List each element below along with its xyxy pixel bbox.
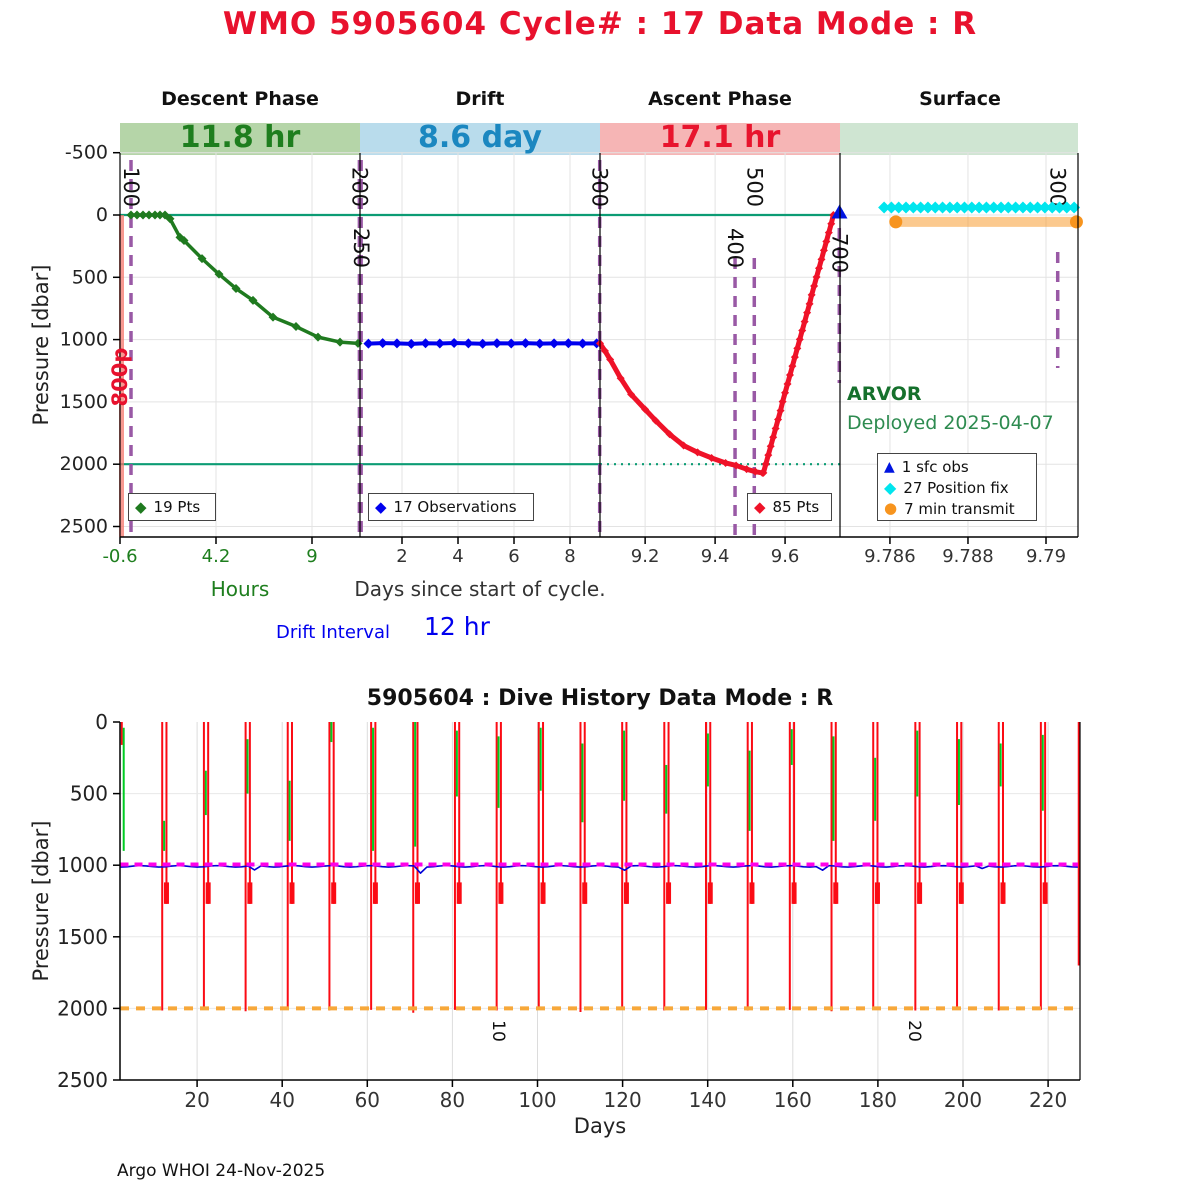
svg-text:500: 500 [742,167,766,207]
svg-text:4.2: 4.2 [202,546,231,567]
phase-title-ascent: Ascent Phase [648,88,792,110]
svg-text:300: 300 [1046,167,1070,207]
legend-position-fix-label: 27 Position fix [903,478,1009,497]
diamond-icon: ◆ [754,497,766,516]
drift-interval-label: Drift Interval [276,622,390,643]
legend-ascent: ◆ 85 Pts [747,493,832,521]
svg-text:2500: 2500 [60,516,108,538]
diamond-icon: ◆ [884,477,897,497]
hours-axis-label: Hours [210,577,270,601]
attribution-footer: Argo WHOI 24-Nov-2025 [117,1161,326,1181]
bottom-y-axis-label: Pressure [dbar] [29,820,53,982]
park-pressure-label: 800p [108,347,132,407]
svg-text:200: 200 [944,1088,982,1112]
svg-text:100: 100 [119,167,143,207]
float-model-label: ARVOR [847,383,922,405]
svg-text:0: 0 [95,710,108,734]
bottom-x-axis-label: Days [573,1114,627,1138]
svg-text:80: 80 [440,1088,465,1112]
svg-text:4: 4 [452,546,463,567]
legend-ascent-label: 85 Pts [772,498,820,516]
svg-text:250: 250 [349,228,373,268]
svg-text:9.79: 9.79 [1026,546,1066,567]
dive-history-title: 5905604 : Dive History Data Mode : R [366,686,834,711]
circle-icon: ● [884,499,898,517]
diamond-icon: ◆ [135,497,147,516]
svg-text:100: 100 [518,1088,556,1112]
svg-text:60: 60 [355,1088,380,1112]
svg-text:400: 400 [723,228,747,268]
ascent-duration: 17.1 hr [659,120,781,155]
svg-text:-500: -500 [65,142,108,164]
svg-text:2500: 2500 [57,1068,108,1092]
svg-text:700: 700 [827,233,851,273]
svg-text:120: 120 [604,1088,642,1112]
svg-text:140: 140 [689,1088,727,1112]
svg-text:1500: 1500 [57,925,108,949]
svg-text:40: 40 [269,1088,294,1112]
phase-title-drift: Drift [455,88,505,110]
drift-interval-value: 12 hr [424,612,490,641]
legend-sfc-obs-label: 1 sfc obs [901,457,969,476]
svg-text:-0.6: -0.6 [102,546,137,567]
svg-text:9: 9 [306,546,317,567]
svg-text:1500: 1500 [60,391,108,413]
legend-surface: ▲ 1 sfc obs ◆ 27 Position fix ● 7 min tr… [877,453,1037,521]
cycle-number-label: 20 [904,1020,924,1042]
phase-title-descent: Descent Phase [161,88,319,110]
svg-text:9.4: 9.4 [701,546,730,567]
legend-transmit-label: 7 min transmit [904,499,1015,518]
svg-text:180: 180 [859,1088,897,1112]
triangle-icon: ▲ [884,458,895,475]
svg-text:160: 160 [774,1088,812,1112]
svg-text:500: 500 [72,266,108,288]
legend-drift: ◆ 17 Observations [368,493,534,521]
svg-text:9.2: 9.2 [631,546,660,567]
svg-text:220: 220 [1029,1088,1067,1112]
svg-text:9.786: 9.786 [864,546,916,567]
diamond-icon: ◆ [375,497,387,516]
svg-text:20: 20 [184,1088,209,1112]
svg-text:2: 2 [396,546,407,567]
legend-descent-label: 19 Pts [153,498,201,516]
drift-duration: 8.6 day [418,120,542,155]
days-axis-label: Days since start of cycle. [354,577,606,601]
top-y-axis-label: Pressure [dbar] [29,264,53,426]
deployment-date-label: Deployed 2025-04-07 [847,412,1054,434]
svg-text:6: 6 [508,546,519,567]
page-title: WMO 5905604 Cycle# : 17 Data Mode : R [222,6,978,42]
svg-text:2000: 2000 [60,453,108,475]
descent-duration: 11.8 hr [179,120,301,155]
svg-text:2000: 2000 [57,996,108,1020]
svg-text:9.788: 9.788 [942,546,994,567]
legend-descent: ◆ 19 Pts [128,493,216,521]
svg-text:8: 8 [564,546,575,567]
svg-text:0: 0 [96,204,108,226]
phase-title-surface: Surface [919,88,1001,110]
cycle-number-label: 10 [488,1020,508,1042]
svg-text:500: 500 [70,782,108,806]
legend-drift-label: 17 Observations [393,498,517,516]
svg-text:1000: 1000 [60,329,108,351]
svg-text:9.6: 9.6 [771,546,800,567]
svg-text:1000: 1000 [57,853,108,877]
